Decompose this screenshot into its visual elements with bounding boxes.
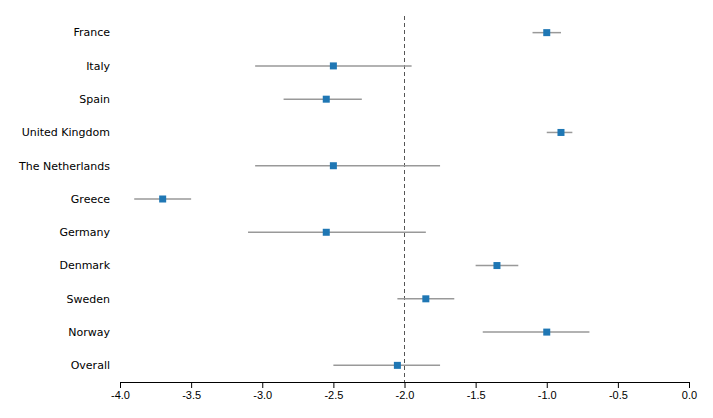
x-tick: -0.5 xyxy=(609,382,628,401)
x-tick-label: -2.0 xyxy=(396,389,415,401)
marks xyxy=(134,16,589,382)
x-tick-mark xyxy=(618,382,619,388)
x-tick-label: -0.5 xyxy=(609,389,628,401)
markers xyxy=(159,29,564,369)
x-tick-mark xyxy=(689,382,690,388)
x-tick: -1.0 xyxy=(538,382,557,401)
x-tick: -3.5 xyxy=(182,382,201,401)
category-label: Overall xyxy=(71,359,110,372)
x-tick-label: 0.0 xyxy=(682,389,697,401)
x-tick-mark xyxy=(262,382,263,388)
category-label: Spain xyxy=(79,93,110,106)
ci-line xyxy=(333,365,440,367)
x-axis: -4.0 -3.5 -3.0 -2.5 -2.0 -1.5 -1.0 -0.5 0.0 xyxy=(111,382,697,401)
ci-line xyxy=(483,331,590,333)
category-label: Norway xyxy=(68,326,110,339)
category-label: Denmark xyxy=(59,259,110,272)
x-tick: -3.0 xyxy=(253,382,272,401)
category-label: France xyxy=(73,26,110,39)
x-tick: -1.5 xyxy=(467,382,486,401)
x-tick: -2.5 xyxy=(324,382,343,401)
ci-line xyxy=(248,232,426,234)
category-label: Sweden xyxy=(67,293,110,306)
reference-line xyxy=(404,16,405,382)
x-tick-mark xyxy=(547,382,548,388)
x-tick-label: -1.5 xyxy=(467,389,486,401)
mean-marker xyxy=(330,62,337,69)
mean-marker xyxy=(323,229,330,236)
ci-line xyxy=(284,98,362,100)
category-label: The Netherlands xyxy=(18,160,110,173)
mean-marker xyxy=(493,262,500,269)
mean-marker xyxy=(543,29,550,36)
ci-line xyxy=(255,165,440,167)
mean-marker xyxy=(543,329,550,336)
x-axis-line xyxy=(121,383,690,389)
mean-marker xyxy=(159,196,166,203)
mean-marker xyxy=(394,362,401,369)
mean-marker xyxy=(330,162,337,169)
x-tick-label: -4.0 xyxy=(111,389,130,401)
category-label: United Kingdom xyxy=(22,126,110,139)
category-labels: France Italy Spain United Kingdom The Nether… xyxy=(18,26,111,372)
mean-marker xyxy=(323,96,330,103)
category-label: Greece xyxy=(71,193,110,206)
x-tick: -4.0 xyxy=(111,382,130,401)
x-tick-label: -2.5 xyxy=(324,389,343,401)
mean-marker xyxy=(422,295,429,302)
x-tick-label: -1.0 xyxy=(538,389,557,401)
x-tick-mark xyxy=(191,382,192,388)
category-label: Germany xyxy=(59,226,110,239)
x-tick-mark xyxy=(476,382,477,388)
x-tick-mark xyxy=(333,382,334,388)
x-tick-mark xyxy=(120,382,121,388)
x-tick-mark xyxy=(405,382,406,388)
x-tick-label: -3.5 xyxy=(182,389,201,401)
mean-marker xyxy=(557,129,564,136)
ci-lines xyxy=(134,33,589,366)
x-tick-label: -3.0 xyxy=(253,389,272,401)
x-tick: -2.0 xyxy=(396,382,415,401)
plot: -4.0 -3.5 -3.0 -2.5 -2.0 -1.5 -1.0 -0.5 0.0 Franc… xyxy=(18,16,697,401)
chart: -4.0 -3.5 -3.0 -2.5 -2.0 -1.5 -1.0 -0.5 0.0 Franc… xyxy=(0,0,713,418)
category-label: Italy xyxy=(86,60,110,73)
x-tick: 0.0 xyxy=(682,382,697,401)
